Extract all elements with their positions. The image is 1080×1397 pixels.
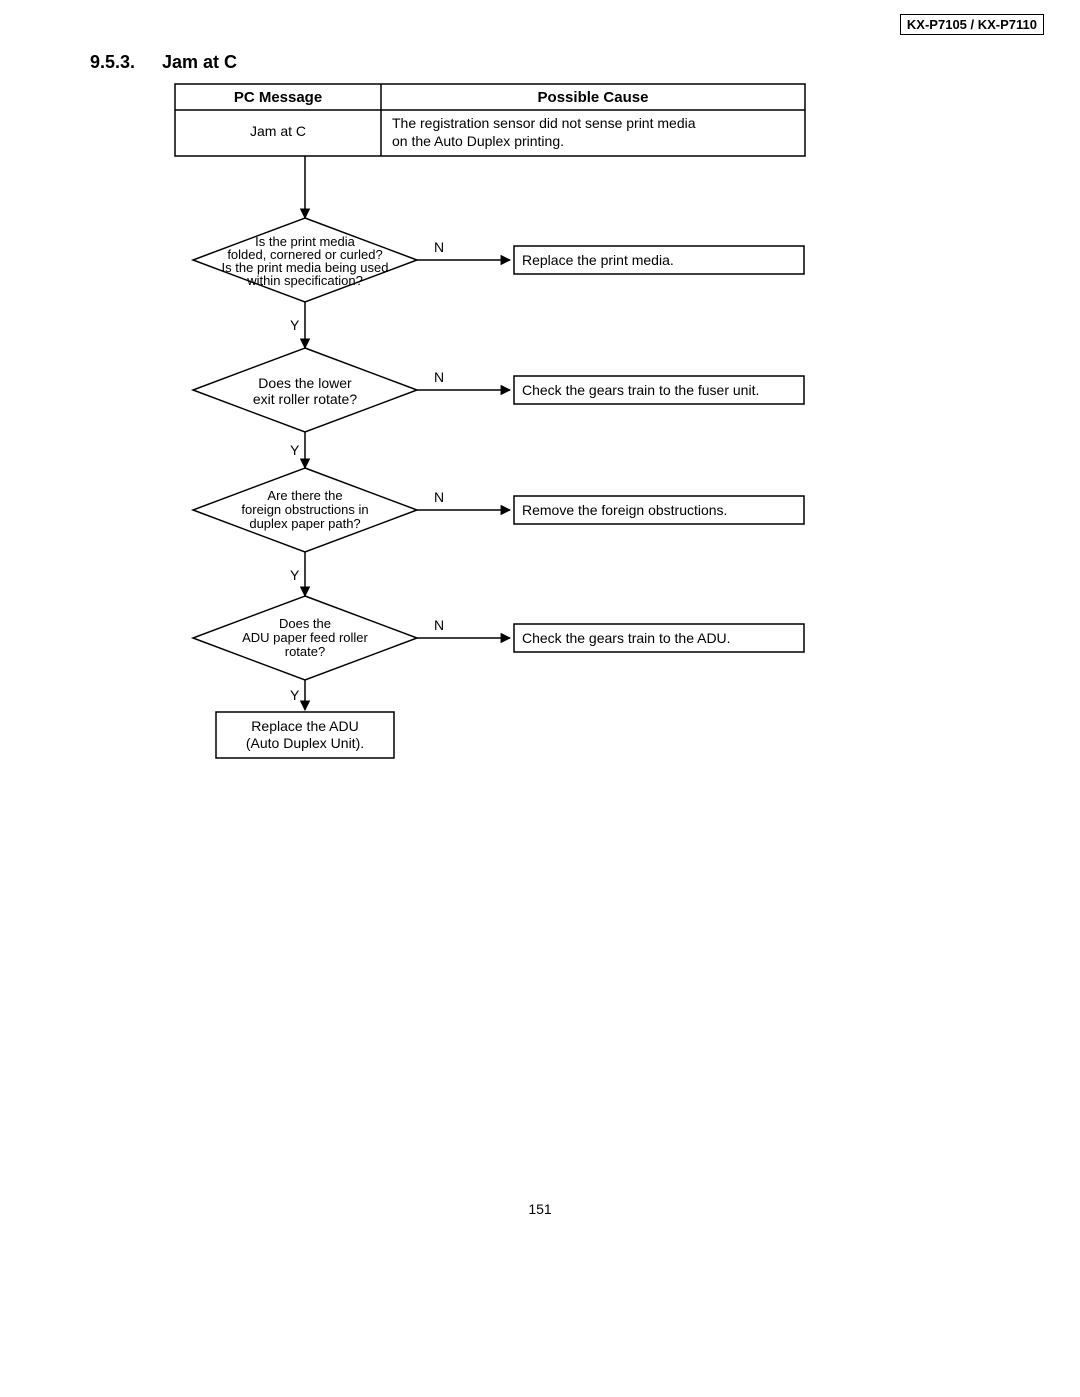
d4-y-label: Y <box>290 687 300 703</box>
d2-y-label: Y <box>290 442 300 458</box>
table-header-2: Possible Cause <box>538 89 649 106</box>
d4-l2: ADU paper feed roller <box>242 630 368 645</box>
action-1: Replace the print media. <box>522 252 674 268</box>
d3-l2: foreign obstructions in <box>241 502 368 517</box>
d3-n-label: N <box>434 489 444 505</box>
table-cell-2a: The registration sensor did not sense pr… <box>392 115 696 131</box>
table-cell-2b: on the Auto Duplex printing. <box>392 133 564 149</box>
terminal-l2: (Auto Duplex Unit). <box>246 735 364 751</box>
d1-n-label: N <box>434 239 444 255</box>
d3-l1: Are there the <box>267 488 342 503</box>
d3-y-label: Y <box>290 567 300 583</box>
d2-l1: Does the lower <box>258 375 352 391</box>
d3-l3: duplex paper path? <box>249 516 360 531</box>
terminal-l1: Replace the ADU <box>251 718 358 734</box>
d4-n-label: N <box>434 617 444 633</box>
d1-y-label: Y <box>290 317 300 333</box>
service-manual-page: KX-P7105 / KX-P7110 9.5.3. Jam at C 151 … <box>0 0 1080 1397</box>
d4-l3: rotate? <box>285 644 325 659</box>
d2-l2: exit roller rotate? <box>253 391 357 407</box>
action-3: Remove the foreign obstructions. <box>522 502 727 518</box>
flowchart-svg: PC Message Possible Cause Jam at C The r… <box>0 0 1080 1397</box>
table-header-1: PC Message <box>234 89 322 106</box>
action-2: Check the gears train to the fuser unit. <box>522 382 759 398</box>
action-4: Check the gears train to the ADU. <box>522 630 731 646</box>
d1-l4: within specification? <box>246 273 363 288</box>
table-cell-1: Jam at C <box>250 123 306 139</box>
d2-n-label: N <box>434 369 444 385</box>
d4-l1: Does the <box>279 616 331 631</box>
